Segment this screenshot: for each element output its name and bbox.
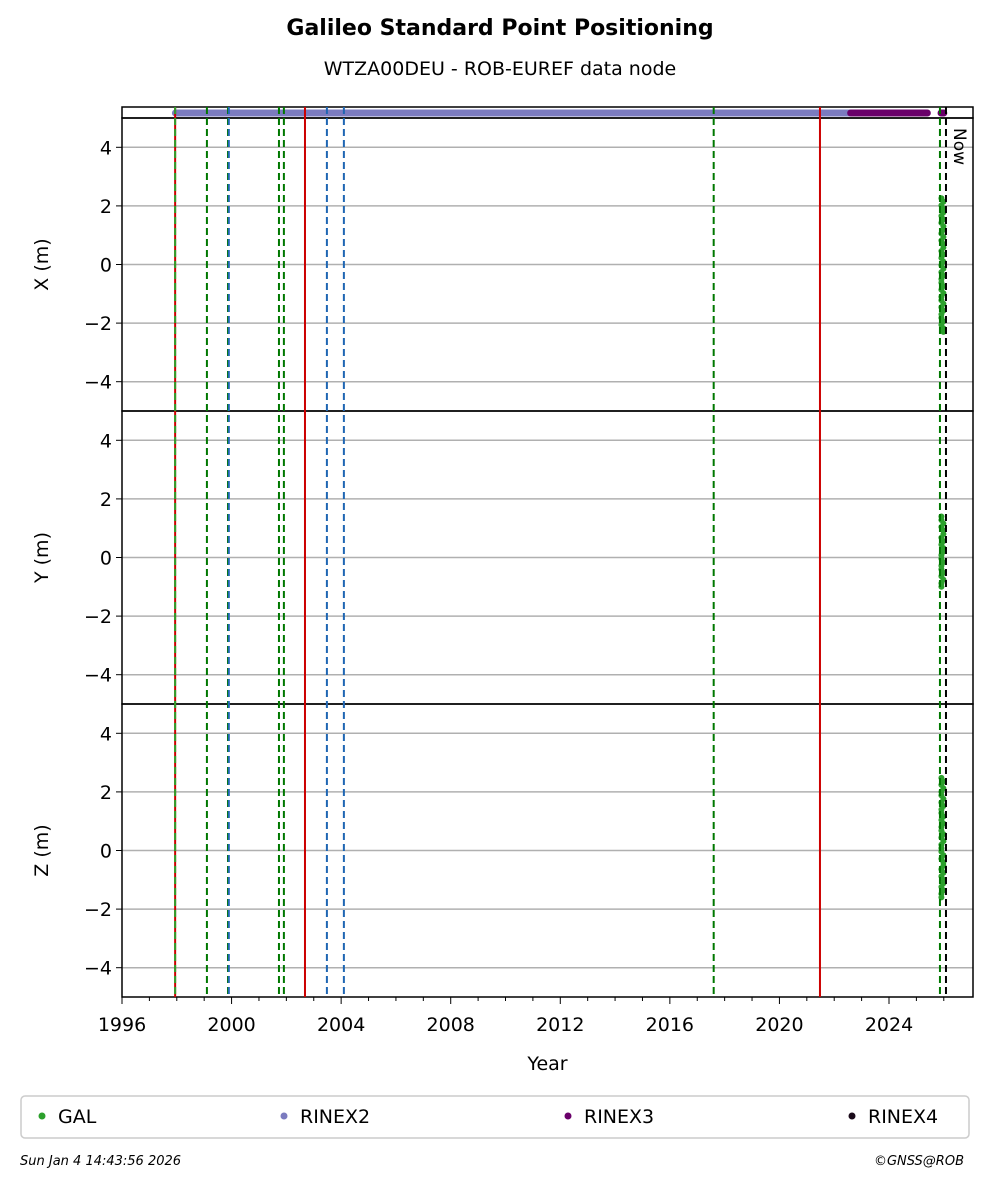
x-tick-label: 1996	[98, 1014, 146, 1036]
y-tick-label: 4	[100, 430, 112, 452]
panel-frame	[121, 703, 974, 998]
y-tick-label: 2	[100, 196, 112, 218]
legend-marker-gal	[38, 1112, 46, 1120]
y-tick-label: −4	[84, 665, 112, 687]
y-tick-label: −2	[84, 899, 112, 921]
x-tick-label: 2008	[427, 1014, 475, 1036]
legend-label-rinex2: RINEX2	[300, 1106, 370, 1128]
y-tick-label: 0	[100, 548, 112, 570]
legend	[20, 1095, 970, 1139]
legend-label-gal: GAL	[58, 1106, 97, 1128]
x-tick-label: 2016	[646, 1014, 694, 1036]
legend-marker-rinex2	[280, 1112, 288, 1120]
legend-label-rinex4: RINEX4	[868, 1106, 938, 1128]
timestamp: Sun Jan 4 14:43:56 2026	[20, 1154, 182, 1169]
y-tick-label: 0	[100, 841, 112, 863]
availability-strip	[121, 106, 974, 119]
x-tick-label: 2004	[317, 1014, 365, 1036]
y-tick-label: −2	[84, 606, 112, 628]
chart-subtitle: WTZA00DEU - ROB-EUREF data node	[323, 58, 677, 80]
y-tick-label: −2	[84, 313, 112, 335]
legend-marker-rinex3	[564, 1112, 572, 1120]
y-axis-label: Y (m)	[31, 532, 53, 584]
legend-label-rinex3: RINEX3	[584, 1106, 654, 1128]
y-tick-label: −4	[84, 372, 112, 394]
y-tick-label: 2	[100, 782, 112, 804]
now-label: Now	[949, 128, 969, 165]
y-tick-label: 4	[100, 137, 112, 159]
chart-title: Galileo Standard Point Positioning	[286, 16, 714, 41]
x-tick-label: 2020	[755, 1014, 803, 1036]
x-tick-label: 2024	[865, 1014, 913, 1036]
x-axis-label: Year	[526, 1053, 567, 1075]
credit: ©GNSS@ROB	[873, 1154, 964, 1169]
y-axis-label: Z (m)	[31, 824, 53, 876]
y-axis-label: X (m)	[31, 238, 53, 290]
x-tick-label: 2012	[536, 1014, 584, 1036]
y-tick-label: 4	[100, 723, 112, 745]
y-tick-label: −4	[84, 958, 112, 980]
x-tick-label: 2000	[207, 1014, 255, 1036]
y-tick-label: 0	[100, 255, 112, 277]
y-tick-label: 2	[100, 489, 112, 511]
legend-marker-rinex4	[848, 1112, 856, 1120]
